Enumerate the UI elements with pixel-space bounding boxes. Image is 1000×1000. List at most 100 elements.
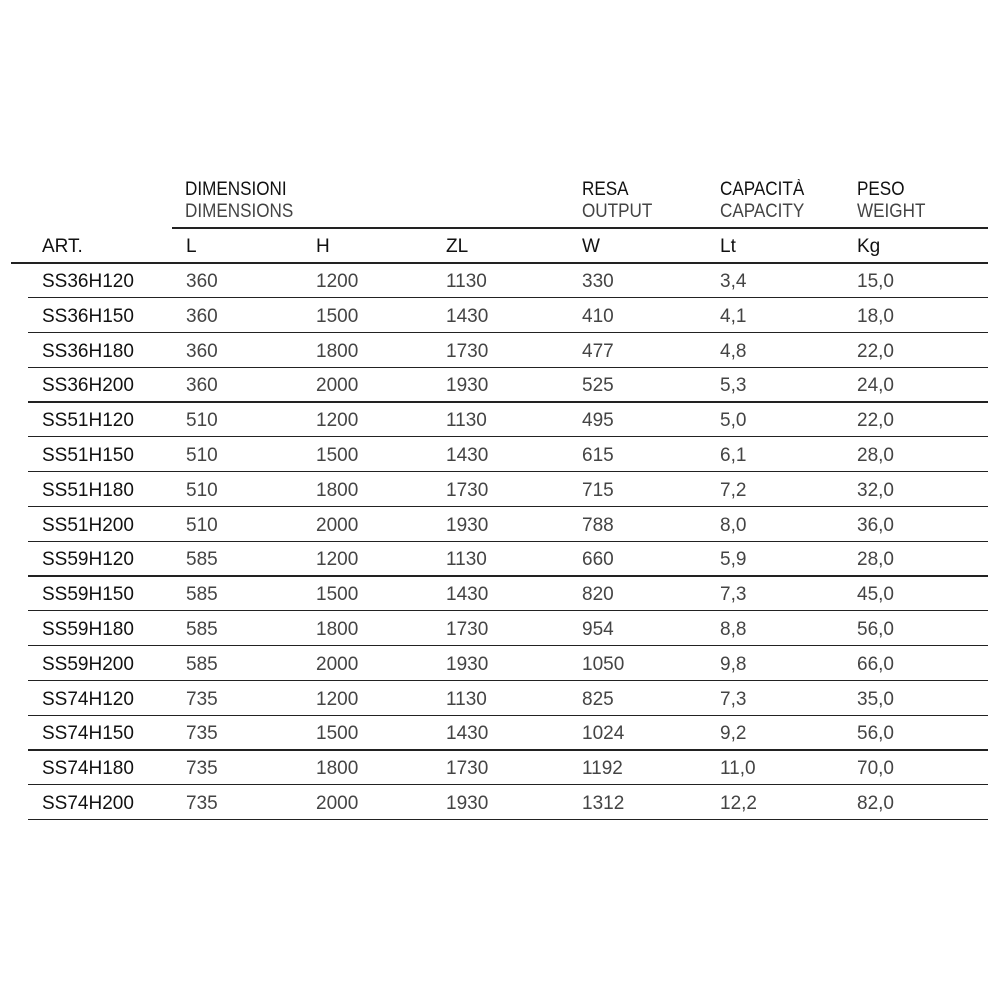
- cell-l: 510: [186, 410, 218, 432]
- cell-l: 360: [186, 375, 218, 397]
- row-divider: [28, 505, 988, 507]
- table-row: SS74H180 735 1800 1730 1192 11,0 70,0: [0, 750, 1000, 786]
- table-row: SS59H120 585 1200 1130 660 5,9 28,0: [0, 541, 1000, 577]
- group-capacita-it: CAPACITÀ: [720, 179, 805, 200]
- cell-lt: 12,2: [720, 793, 757, 814]
- cell-zl: 1930: [446, 514, 489, 536]
- cell-kg: 70,0: [857, 758, 894, 780]
- cell-h: 1500: [316, 445, 359, 466]
- cell-lt: 11,0: [720, 758, 756, 780]
- table-row: SS59H200 585 2000 1930 1050 9,8 66,0: [0, 646, 1000, 681]
- table-row: SS51H200 510 2000 1930 788 8,0 36,0: [0, 507, 1000, 542]
- cell-h: 1800: [316, 340, 359, 362]
- cell-kg: 22,0: [857, 410, 894, 432]
- cell-zl: 1130: [446, 271, 487, 292]
- cell-zl: 1930: [446, 375, 489, 397]
- cell-kg: 28,0: [857, 549, 894, 571]
- col-header-h: H: [316, 236, 330, 257]
- cell-lt: 4,8: [720, 340, 747, 362]
- cell-kg: 22,0: [857, 340, 894, 362]
- cell-kg: 15,0: [857, 271, 894, 292]
- table-row: SS74H200 735 2000 1930 1312 12,2 82,0: [0, 785, 1000, 821]
- cell-w: 954: [582, 619, 614, 640]
- cell-l: 735: [186, 793, 218, 814]
- cell-kg: 24,0: [857, 375, 894, 397]
- col-header-w: W: [582, 236, 600, 257]
- cell-kg: 36,0: [857, 514, 894, 536]
- table-row: SS36H120 360 1200 1130 330 3,4 15,0: [0, 263, 1000, 299]
- col-header-kg: Kg: [857, 236, 881, 257]
- cell-h: 1200: [316, 688, 359, 710]
- cell-w: 1312: [582, 793, 625, 814]
- cell-art: SS36H150: [42, 305, 134, 327]
- cell-h: 2000: [316, 653, 359, 675]
- cell-kg: 56,0: [857, 619, 894, 640]
- table-row: SS74H150 735 1500 1430 1024 9,2 56,0: [0, 715, 1000, 751]
- cell-w: 788: [582, 514, 614, 536]
- cell-art: SS74H120: [42, 688, 134, 710]
- cell-w: 1192: [582, 758, 623, 780]
- cell-art: SS51H200: [42, 514, 134, 536]
- cell-lt: 5,9: [720, 549, 747, 571]
- table-row: SS51H150 510 1500 1430 615 6,1 28,0: [0, 437, 1000, 473]
- cell-lt: 7,3: [720, 584, 747, 606]
- group-dimensioni-it: DIMENSIONI: [185, 179, 287, 200]
- cell-h: 1500: [316, 584, 359, 606]
- cell-w: 615: [582, 445, 614, 466]
- cell-l: 735: [186, 723, 218, 745]
- cell-lt: 8,8: [720, 619, 747, 640]
- cell-kg: 18,0: [857, 305, 894, 327]
- cell-zl: 1730: [446, 340, 489, 362]
- cell-l: 360: [186, 305, 218, 327]
- cell-zl: 1930: [446, 793, 489, 814]
- row-divider: [28, 540, 988, 542]
- group-divider: [172, 227, 988, 229]
- row-divider: [28, 471, 988, 473]
- cell-lt: 7,2: [720, 479, 747, 501]
- cell-art: SS51H150: [42, 445, 134, 466]
- cell-kg: 35,0: [857, 688, 894, 710]
- cell-art: SS36H120: [42, 271, 134, 292]
- cell-w: 660: [582, 549, 614, 571]
- cell-zl: 1130: [446, 688, 487, 710]
- cell-w: 825: [582, 688, 614, 710]
- col-header-zl: ZL: [446, 236, 469, 257]
- cell-w: 1050: [582, 653, 625, 675]
- cell-w: 820: [582, 584, 614, 606]
- cell-zl: 1430: [446, 584, 489, 606]
- cell-l: 735: [186, 758, 218, 780]
- table-row: SS74H120 735 1200 1130 825 7,3 35,0: [0, 681, 1000, 716]
- col-header-art: ART.: [42, 236, 83, 257]
- cell-kg: 82,0: [857, 793, 894, 814]
- cell-lt: 5,0: [720, 410, 747, 432]
- cell-lt: 9,2: [720, 723, 747, 745]
- cell-w: 495: [582, 410, 614, 432]
- row-divider: [28, 784, 988, 786]
- table-row: SS36H150 360 1500 1430 410 4,1 18,0: [0, 298, 1000, 333]
- cell-l: 510: [186, 479, 218, 501]
- table-row: SS51H180 510 1800 1730 715 7,2 32,0: [0, 472, 1000, 507]
- cell-l: 735: [186, 688, 218, 710]
- group-dimensioni-en: DIMENSIONS: [185, 201, 294, 222]
- cell-zl: 1430: [446, 445, 489, 466]
- row-divider: [28, 714, 988, 716]
- row-divider: [28, 679, 988, 681]
- table-row: SS36H180 360 1800 1730 477 4,8 22,0: [0, 333, 1000, 368]
- row-divider: [28, 610, 988, 612]
- cell-kg: 45,0: [857, 584, 894, 606]
- cell-lt: 5,3: [720, 375, 747, 397]
- cell-l: 360: [186, 340, 218, 362]
- cell-zl: 1430: [446, 305, 489, 327]
- cell-lt: 9,8: [720, 653, 747, 675]
- cell-h: 1200: [316, 549, 359, 571]
- table-row: SS36H200 360 2000 1930 525 5,3 24,0: [0, 367, 1000, 403]
- group-resa-it: RESA: [582, 179, 629, 200]
- cell-kg: 28,0: [857, 445, 894, 466]
- cell-art: SS59H180: [42, 619, 134, 640]
- row-divider: [28, 401, 988, 403]
- cell-l: 585: [186, 584, 218, 606]
- group-resa-en: OUTPUT: [582, 201, 653, 222]
- col-header-lt: Lt: [720, 236, 736, 257]
- row-divider: [28, 297, 988, 299]
